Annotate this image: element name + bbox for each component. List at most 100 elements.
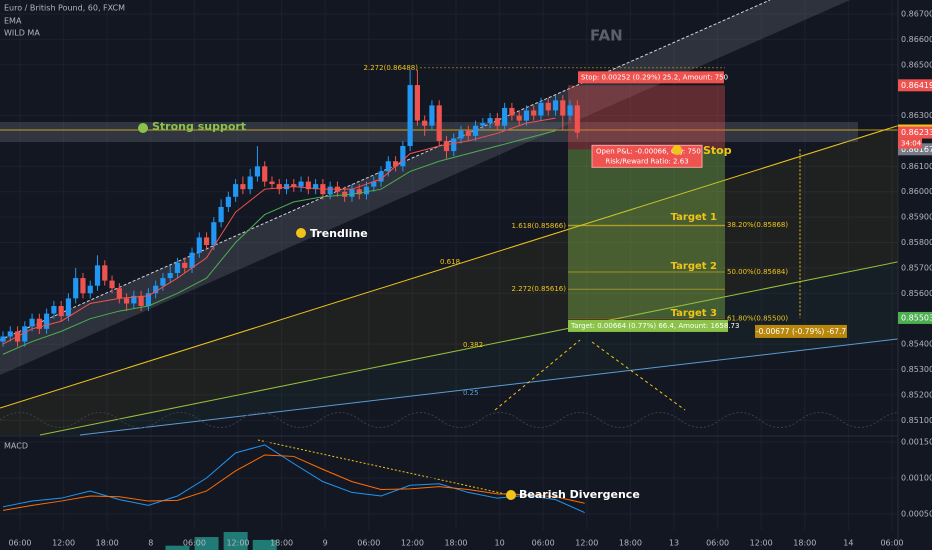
- x-tick-label: 18:00: [96, 539, 119, 548]
- candle-body: [218, 206, 224, 223]
- x-tick-label: 06:00: [183, 539, 206, 548]
- candle-body: [102, 265, 108, 281]
- x-tick-label: 12:00: [575, 539, 598, 548]
- candle-body: [225, 196, 231, 207]
- fan-label: 0.618: [440, 258, 460, 266]
- candle-body: [51, 305, 57, 314]
- annotation: Target 2: [671, 261, 717, 272]
- candle-body: [116, 288, 122, 299]
- candle-body: [356, 189, 362, 195]
- fan-title: FAN: [590, 27, 623, 45]
- x-tick-label: 9: [323, 539, 328, 548]
- channel-edge: [0, 0, 771, 341]
- candle-body: [182, 262, 188, 268]
- candle-body: [378, 171, 384, 182]
- candle-body: [153, 285, 159, 294]
- price-label-box: [898, 126, 932, 139]
- candle-body: [465, 130, 471, 136]
- candle-body: [472, 125, 479, 136]
- fib-label: 2.272(0.85616): [512, 285, 567, 293]
- candle-body: [29, 318, 35, 327]
- candle-body: [538, 102, 544, 116]
- candle-body: [414, 85, 420, 121]
- divergence-line: [257, 439, 511, 496]
- y-tick-label: 0.85100: [901, 416, 932, 425]
- x-tick-label: 13: [669, 539, 679, 548]
- candle-body: [196, 237, 202, 253]
- cycle-line: [0, 412, 921, 428]
- price-label: 0.85503: [901, 313, 932, 322]
- x-tick-label: 18:00: [270, 539, 293, 548]
- x-tick-label: 12:00: [226, 539, 249, 548]
- candle-body: [422, 120, 428, 126]
- arrow: [591, 341, 686, 411]
- marker: [672, 145, 682, 155]
- annotation: Target 3: [671, 308, 717, 319]
- x-tick-label: 8: [148, 539, 153, 548]
- candle-body: [262, 166, 268, 182]
- candle-body: [349, 189, 355, 197]
- candle-body: [545, 102, 551, 111]
- chart-title: Euro / British Pound, 60, FXCM: [4, 4, 125, 13]
- candle-body: [269, 181, 275, 185]
- y-tick-label: 0.86500: [901, 60, 932, 69]
- candle-body: [407, 85, 413, 147]
- fan-line: [79, 334, 932, 436]
- support-band: [0, 122, 858, 142]
- price-label: 0.86167: [901, 145, 932, 154]
- fib-label: 61.80%(0.85500): [727, 315, 788, 323]
- label-box: [568, 319, 728, 332]
- candle-body: [436, 105, 442, 141]
- candle-body: [240, 184, 246, 190]
- x-tick-label: 06:00: [8, 539, 31, 548]
- countdown: 34:04: [901, 140, 922, 148]
- candle-body: [480, 123, 486, 126]
- candle-body: [400, 146, 406, 167]
- y-tick-label: 0.85700: [901, 263, 932, 272]
- candle-body: [342, 191, 348, 197]
- fan-zone: [0, 115, 932, 435]
- y-tick-label: 0.85400: [901, 340, 932, 349]
- marker: [506, 490, 516, 500]
- candle-body: [22, 326, 28, 342]
- annotation: Strong support: [152, 120, 246, 133]
- ema-line: [2, 117, 556, 345]
- macd-line: [2, 444, 585, 514]
- candle-body: [276, 184, 282, 190]
- wild_ma-line: [2, 130, 556, 355]
- x-tick-label: 06:00: [532, 539, 555, 548]
- candle-body: [211, 222, 217, 246]
- candle-body: [123, 298, 130, 304]
- candle-body: [451, 138, 457, 152]
- candle-body: [254, 166, 261, 177]
- candle-body: [429, 105, 435, 126]
- y-tick-label: 0.85200: [901, 390, 932, 399]
- fib-label: 2.272(0.86488): [364, 64, 419, 72]
- candle-body: [385, 161, 391, 172]
- candle-body: [109, 280, 115, 289]
- fib-label: 1.618(0.85866): [512, 222, 567, 230]
- price-label: 0.86419: [901, 81, 932, 90]
- candle-body: [494, 118, 500, 126]
- candle-body: [247, 176, 253, 190]
- channel: [0, 0, 850, 375]
- candle-body: [138, 295, 144, 306]
- x-tick-label: 06:00: [357, 539, 380, 548]
- target-label: Target: 0.00664 (0.77%) 66.4, Amount: 16…: [570, 322, 739, 330]
- candle-body: [531, 110, 537, 116]
- y-tick-label: 0.86000: [901, 187, 932, 196]
- x-tick-label: 12:00: [401, 539, 424, 548]
- x-tick-label: 10: [495, 539, 505, 548]
- x-tick-label: 18:00: [444, 539, 467, 548]
- y-tick-label: 0.00150: [901, 438, 932, 447]
- y-tick-label: 0.85800: [901, 238, 932, 247]
- y-tick-label: 0.85600: [901, 289, 932, 298]
- annotation: Bearish Divergence: [519, 488, 640, 501]
- candle-body: [80, 278, 86, 294]
- candle-body: [73, 278, 79, 299]
- candle-body: [392, 161, 399, 167]
- histogram-bar: [194, 537, 219, 550]
- histogram-bar: [165, 545, 190, 550]
- candle-body: [516, 115, 522, 121]
